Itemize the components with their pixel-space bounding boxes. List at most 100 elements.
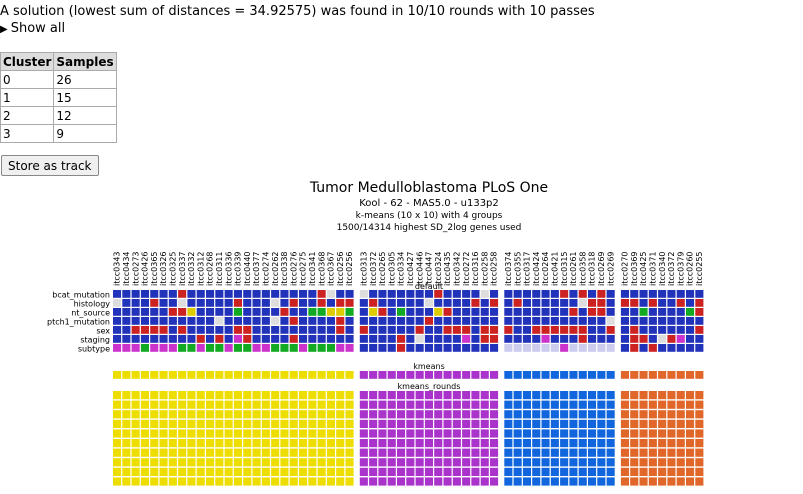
sample-label: itcc0341 xyxy=(308,251,317,286)
annotation-cell xyxy=(271,344,280,352)
annotation-cell xyxy=(122,308,131,316)
kmeans-rounds-cell xyxy=(406,391,415,400)
annotation-cell xyxy=(462,299,471,307)
kmeans-rounds-cell xyxy=(462,467,471,476)
kmeans-rounds-cell xyxy=(196,391,205,400)
kmeans-rounds-cell xyxy=(289,477,298,486)
kmeans-rounds-cell xyxy=(122,410,131,419)
triangle-right-icon: ▶ xyxy=(0,24,8,35)
annotation-cell xyxy=(667,317,676,325)
kmeans-rounds-cell xyxy=(187,477,196,486)
sample-label: itcc0270 xyxy=(621,251,630,286)
kmeans-rounds-cell xyxy=(378,477,387,486)
annotation-cell xyxy=(452,317,461,325)
sample-label: itcc0269 xyxy=(597,251,606,286)
kmeans-rounds-cell xyxy=(471,410,480,419)
kmeans-rounds-cell xyxy=(424,429,433,438)
kmeans-rounds-cell xyxy=(452,467,461,476)
kmeans-rounds-cell xyxy=(215,410,224,419)
kmeans-rounds-cell xyxy=(620,439,629,448)
kmeans-rounds-cell xyxy=(513,410,522,419)
kmeans-rounds-cell xyxy=(630,410,639,419)
kmeans-rounds-cell xyxy=(597,419,606,428)
annotation-cell xyxy=(271,335,280,343)
annotation-cell xyxy=(462,335,471,343)
kmeans-rounds-cell xyxy=(434,429,443,438)
annotation-cell xyxy=(676,326,685,334)
kmeans-rounds-cell xyxy=(140,400,149,409)
annotation-cell xyxy=(648,299,657,307)
annotation-row-label: nt_source xyxy=(71,309,110,318)
annotation-cell xyxy=(686,335,695,343)
annotation-cell xyxy=(667,299,676,307)
kmeans-rounds-cell xyxy=(233,419,242,428)
sample-label: itcc0324 xyxy=(434,251,443,286)
annotation-cell xyxy=(271,326,280,334)
sample-label: itcc0358 xyxy=(578,251,587,286)
annotation-cell xyxy=(560,317,569,325)
kmeans-rounds-cell xyxy=(113,419,122,428)
annotation-cell xyxy=(206,326,215,334)
annotation-cell xyxy=(261,344,270,352)
kmeans-rounds-cell xyxy=(280,391,289,400)
kmeans-rounds-cell xyxy=(289,439,298,448)
kmeans-rounds-cell xyxy=(480,439,489,448)
kmeans-rounds-cell xyxy=(578,400,587,409)
annotation-cell xyxy=(560,335,569,343)
annotation-cell xyxy=(150,290,159,298)
annotation-cell xyxy=(550,317,559,325)
kmeans-rounds-cell xyxy=(522,400,531,409)
kmeans-rounds-cell xyxy=(667,410,676,419)
kmeans-rounds-cell xyxy=(359,391,368,400)
kmeans-rounds-cell xyxy=(271,410,280,419)
store-as-track-button[interactable]: Store as track xyxy=(1,155,99,176)
kmeans-rounds-cell xyxy=(513,400,522,409)
annotation-cell xyxy=(122,326,131,334)
kmeans-rounds-cell xyxy=(597,391,606,400)
kmeans-cell xyxy=(462,371,471,379)
show-all-toggle[interactable]: ▶ Show all xyxy=(0,21,65,36)
kmeans-rounds-cell xyxy=(308,439,317,448)
annotation-cell xyxy=(620,308,629,316)
sample-label: itcc0427 xyxy=(406,251,415,286)
kmeans-rounds-cell xyxy=(658,400,667,409)
annotation-cell xyxy=(369,308,378,316)
kmeans-cell xyxy=(695,371,704,379)
kmeans-rounds-cell xyxy=(695,439,704,448)
kmeans-rounds-cell xyxy=(397,391,406,400)
kmeans-cell xyxy=(359,371,368,379)
annotation-cell xyxy=(630,308,639,316)
kmeans-rounds-cell xyxy=(369,467,378,476)
annotation-cell xyxy=(513,335,522,343)
annotation-cell xyxy=(480,344,489,352)
kmeans-rounds-cell xyxy=(560,400,569,409)
kmeans-rounds-cell xyxy=(187,391,196,400)
annotation-cell xyxy=(271,317,280,325)
annotation-cell xyxy=(289,290,298,298)
kmeans-rounds-cell xyxy=(299,458,308,467)
kmeans-rounds-cell xyxy=(424,467,433,476)
annotation-cell xyxy=(658,317,667,325)
annotation-cell xyxy=(317,344,326,352)
annotation-cell xyxy=(196,326,205,334)
kmeans-rounds-cell xyxy=(424,391,433,400)
annotation-cell xyxy=(187,299,196,307)
kmeans-rounds-cell xyxy=(206,467,215,476)
kmeans-rounds-cell xyxy=(178,448,187,457)
kmeans-rounds-cell xyxy=(424,458,433,467)
kmeans-rounds-cell xyxy=(620,429,629,438)
kmeans-rounds-cell xyxy=(336,448,345,457)
annotation-cell xyxy=(686,308,695,316)
kmeans-rounds-cell xyxy=(415,448,424,457)
kmeans-rounds-cell xyxy=(378,410,387,419)
annotation-cell xyxy=(397,299,406,307)
kmeans-rounds-cell xyxy=(415,458,424,467)
kmeans-rounds-cell xyxy=(336,419,345,428)
kmeans-rounds-cell xyxy=(159,429,168,438)
kmeans-rounds-cell xyxy=(597,429,606,438)
annotation-cell xyxy=(606,326,615,334)
kmeans-cell xyxy=(686,371,695,379)
annotation-cell xyxy=(434,299,443,307)
kmeans-rounds-cell xyxy=(387,400,396,409)
kmeans-rounds-cell xyxy=(648,400,657,409)
